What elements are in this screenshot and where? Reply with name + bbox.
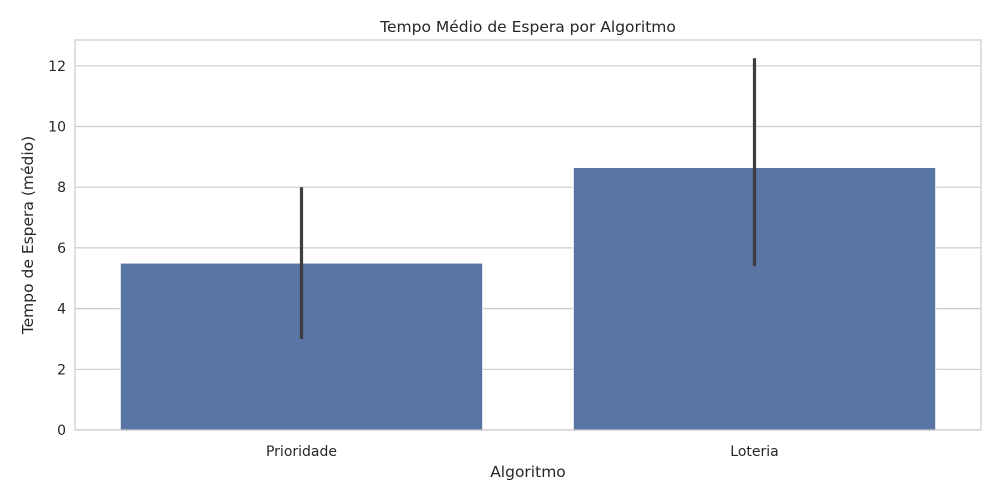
y-axis-label: Tempo de Espera (médio) [19,136,37,335]
chart-title: Tempo Médio de Espera por Algoritmo [379,18,676,36]
y-tick-label: 8 [57,180,66,196]
x-tick-label-prioridade: Prioridade [266,444,337,460]
plot-frame [74,39,982,431]
y-tick-label: 2 [57,362,66,378]
error-bars [299,58,757,339]
bars [119,166,937,431]
y-tick-label: 10 [48,119,66,135]
y-axis-ticks: 0 2 4 6 8 10 12 [48,59,66,439]
y-tick-label: 0 [57,423,66,439]
y-tick-label: 12 [48,59,66,75]
x-tick-label-loteria: Loteria [730,444,778,460]
x-axis-label: Algoritmo [490,463,566,481]
y-tick-label: 6 [57,241,66,257]
y-tick-label: 4 [57,302,66,318]
x-axis-ticks: Prioridade Loteria [266,444,779,460]
